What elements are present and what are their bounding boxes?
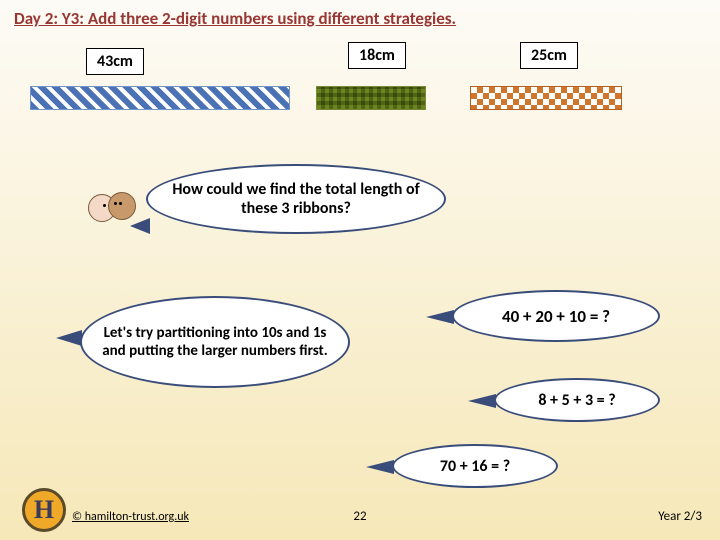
bubble-tail (366, 460, 394, 474)
bubble-tail (468, 394, 496, 408)
ribbon-right (470, 86, 622, 110)
bubble-text: 40 + 20 + 10 = ? (502, 306, 610, 327)
slide: Day 2: Y3: Add three 2-digit numbers usi… (0, 0, 720, 540)
bubble-tail (56, 330, 82, 346)
ribbon-mid (316, 86, 426, 110)
footer-year-group: Year 2/3 (658, 509, 702, 524)
footer-link[interactable]: © hamilton-trust.org.uk (72, 510, 189, 524)
footer-page-number: 22 (353, 509, 366, 524)
bubble-text: Let's try partitioning into 10s and 1s a… (100, 324, 330, 360)
ribbon-left (30, 86, 290, 110)
page-title: Day 2: Y3: Add three 2-digit numbers usi… (14, 8, 456, 29)
bubble-question-total: How could we find the total length of th… (146, 164, 446, 234)
bubble-ones-sum: 8 + 5 + 3 = ? (494, 378, 660, 422)
bubble-tail (426, 310, 454, 324)
measure-left-label: 43cm (86, 48, 144, 75)
bubble-tail (130, 218, 150, 234)
bubble-text: 70 + 16 = ? (440, 457, 510, 476)
bubble-strategy-partition: Let's try partitioning into 10s and 1s a… (80, 296, 350, 388)
hamilton-logo-icon: H (22, 488, 66, 532)
bubble-text: How could we find the total length of th… (166, 180, 426, 218)
measure-right-label: 25cm (520, 42, 578, 69)
bubble-tens-sum: 40 + 20 + 10 = ? (452, 290, 660, 342)
bubble-final-sum: 70 + 16 = ? (392, 444, 558, 488)
bubble-text: 8 + 5 + 3 = ? (538, 391, 615, 410)
measure-mid-label: 18cm (348, 42, 406, 69)
